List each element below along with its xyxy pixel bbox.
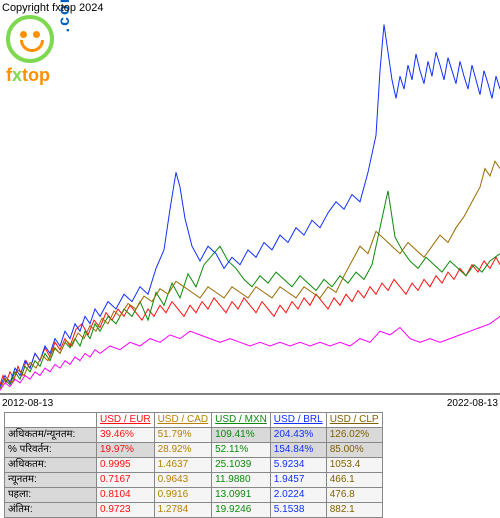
cell-r4-c1: 0.9643 — [154, 473, 212, 488]
cell-r5-c0: 0.8104 — [97, 488, 155, 503]
col-header-3: USD / BRL — [270, 413, 326, 428]
cell-r2-c1: 28.92% — [154, 443, 212, 458]
currency-stats-table: USD / EURUSD / CADUSD / MXNUSD / BRLUSD … — [4, 412, 383, 518]
cell-r2-c2: 52.11% — [212, 443, 271, 458]
series-usd-mxn — [0, 191, 500, 389]
cell-r6-c1: 1.2784 — [154, 503, 212, 518]
cell-r1-c4: 126.02% — [326, 428, 382, 443]
cell-r1-c2: 109.41% — [212, 428, 271, 443]
row-label-1: अधिकतम/न्यूनतम: — [5, 428, 97, 443]
cell-r3-c1: 1.4637 — [154, 458, 212, 473]
fxtop-logo: fxtop .com — [6, 15, 54, 86]
cell-r6-c3: 5.1538 — [270, 503, 326, 518]
row-label-4: न्यूनतम: — [5, 473, 97, 488]
series-usd-clp — [0, 161, 500, 388]
cell-r1-c1: 51.79% — [154, 428, 212, 443]
cell-r3-c2: 25.1039 — [212, 458, 271, 473]
cell-r4-c2: 11.9880 — [212, 473, 271, 488]
cell-r1-c3: 204.43% — [270, 428, 326, 443]
logo-face-icon — [6, 15, 54, 63]
series-usd-eur — [0, 257, 500, 385]
table-corner — [5, 413, 97, 428]
x-axis-start: 2012-08-13 — [2, 398, 53, 409]
cell-r5-c2: 13.0991 — [212, 488, 271, 503]
cell-r4-c3: 1.9457 — [270, 473, 326, 488]
col-header-4: USD / CLP — [326, 413, 382, 428]
cell-r5-c4: 476.8 — [326, 488, 382, 503]
col-header-1: USD / CAD — [154, 413, 212, 428]
cell-r1-c0: 39.46% — [97, 428, 155, 443]
cell-r3-c4: 1053.4 — [326, 458, 382, 473]
logo-text: fxtop — [6, 65, 54, 86]
cell-r5-c1: 0.9916 — [154, 488, 212, 503]
col-header-2: USD / MXN — [212, 413, 271, 428]
x-axis-end: 2022-08-13 — [447, 398, 498, 409]
cell-r6-c0: 0.9723 — [97, 503, 155, 518]
row-label-6: अंतिम: — [5, 503, 97, 518]
copyright-text: Copyright fxtop 2024 — [2, 2, 104, 14]
col-header-0: USD / EUR — [97, 413, 155, 428]
row-label-2: % परिवर्तन: — [5, 443, 97, 458]
cell-r3-c3: 5.9234 — [270, 458, 326, 473]
cell-r5-c3: 2.0224 — [270, 488, 326, 503]
cell-r2-c4: 85.00% — [326, 443, 382, 458]
series-usd-cad — [0, 316, 500, 390]
cell-r2-c3: 154.84% — [270, 443, 326, 458]
currency-chart — [0, 0, 500, 398]
row-label-5: पहला: — [5, 488, 97, 503]
cell-r3-c0: 0.9995 — [97, 458, 155, 473]
row-label-3: अधिकतम: — [5, 458, 97, 473]
cell-r4-c4: 466.1 — [326, 473, 382, 488]
cell-r4-c0: 0.7167 — [97, 473, 155, 488]
cell-r6-c2: 19.9246 — [212, 503, 271, 518]
cell-r2-c0: 19.97% — [97, 443, 155, 458]
cell-r6-c4: 882.1 — [326, 503, 382, 518]
